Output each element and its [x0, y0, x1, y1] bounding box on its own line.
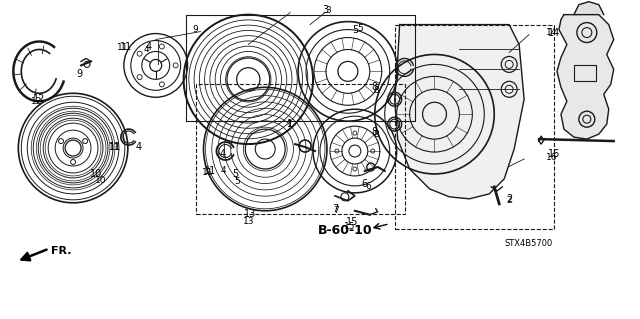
Text: 12: 12	[33, 94, 45, 104]
Text: 12: 12	[31, 97, 42, 106]
Text: 11: 11	[109, 142, 121, 152]
Text: 5: 5	[232, 169, 239, 179]
Text: 1: 1	[287, 120, 293, 129]
Text: 2: 2	[506, 194, 512, 204]
Polygon shape	[557, 15, 614, 139]
Text: 10: 10	[90, 169, 102, 179]
Text: 15: 15	[344, 222, 356, 231]
Text: 14: 14	[548, 27, 560, 38]
Text: 14: 14	[547, 28, 557, 37]
Text: 11: 11	[117, 43, 129, 52]
Text: 2: 2	[506, 196, 512, 205]
Text: 5: 5	[234, 177, 240, 186]
Text: 11: 11	[202, 168, 213, 177]
Text: 13: 13	[244, 209, 257, 219]
Text: 5: 5	[357, 24, 363, 33]
Polygon shape	[574, 2, 604, 15]
Text: 16: 16	[548, 149, 560, 159]
Text: 8: 8	[373, 86, 379, 95]
Text: 3: 3	[325, 6, 331, 15]
Text: 4: 4	[144, 45, 150, 54]
Text: 6: 6	[362, 179, 368, 189]
Text: FR.: FR.	[51, 246, 72, 256]
Text: STX4B5700: STX4B5700	[505, 239, 553, 248]
Text: 7: 7	[333, 206, 339, 215]
Text: 6: 6	[365, 182, 371, 191]
Text: 8: 8	[372, 82, 378, 92]
Text: 4: 4	[221, 167, 226, 175]
Text: 8: 8	[372, 127, 378, 137]
Text: 8: 8	[373, 130, 379, 139]
Text: 3: 3	[322, 5, 328, 15]
Text: 15: 15	[346, 217, 358, 227]
Polygon shape	[395, 25, 524, 199]
Text: 11: 11	[109, 143, 121, 152]
Text: 4: 4	[220, 149, 225, 159]
Text: 4: 4	[146, 42, 152, 53]
Text: B-60-10: B-60-10	[317, 224, 372, 237]
Text: 13: 13	[243, 217, 254, 226]
Text: 16: 16	[546, 152, 557, 161]
Text: 7: 7	[332, 204, 338, 214]
Text: 4: 4	[136, 142, 142, 152]
Text: 9: 9	[76, 69, 82, 79]
Text: 9: 9	[193, 25, 198, 34]
Text: 10: 10	[95, 176, 107, 185]
Text: 11: 11	[204, 166, 216, 176]
Text: 5: 5	[352, 25, 358, 34]
Text: 1: 1	[287, 119, 293, 129]
Text: 11: 11	[120, 42, 132, 53]
